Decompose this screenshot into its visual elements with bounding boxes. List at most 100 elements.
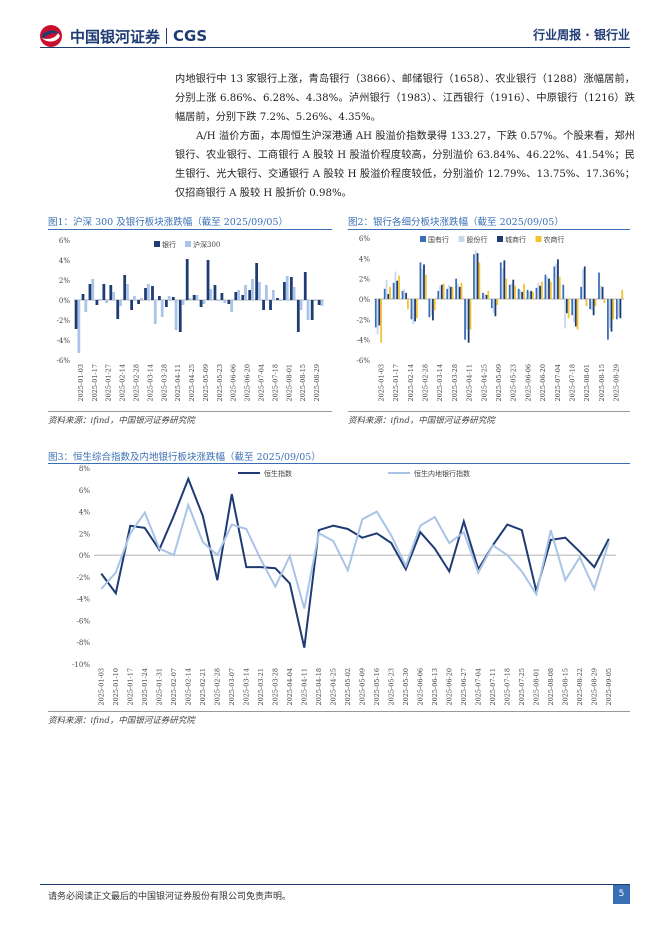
bar <box>227 300 231 304</box>
x-tick-label: 2025-05-09 <box>202 364 210 401</box>
x-tick-label: 2025-03-28 <box>160 364 168 401</box>
bar <box>271 290 275 300</box>
x-tick-label: 2025-01-27 <box>105 364 113 401</box>
bar <box>496 299 499 306</box>
y-tick-label: -6% <box>77 617 91 625</box>
chart-3: 8% 6% 4% 2% 0% -2% -4% -6% -8% -10% 恒生指数 恒生内地银行指数 20… <box>72 465 616 705</box>
bar <box>278 300 282 301</box>
bar <box>313 300 317 301</box>
bar <box>619 299 622 319</box>
y-tick-label: -10% <box>72 661 90 669</box>
x-tick-label: 2025-04-25 <box>188 364 196 401</box>
bar <box>503 260 506 299</box>
x-tick-label: 2025-04-25 <box>329 668 337 705</box>
bar <box>526 289 529 299</box>
figure-2-source: 资料来源：ifind，中国银河证券研究院 <box>348 416 495 426</box>
bar <box>474 250 477 299</box>
bar <box>514 285 516 299</box>
bar <box>433 299 436 311</box>
bar <box>389 286 391 299</box>
x-tick-label: 2025-07-11 <box>489 668 497 705</box>
bar <box>262 300 265 310</box>
bar <box>598 272 600 299</box>
x-tick-label: 2025-06-06 <box>230 364 238 401</box>
legend-swatch <box>535 236 542 242</box>
report-category: 行业周报 · 银行业 <box>533 28 630 42</box>
bar <box>230 300 234 312</box>
bar <box>209 289 213 300</box>
x-tick-label: 2025-04-25 <box>480 364 488 401</box>
bar <box>615 299 618 320</box>
bar <box>612 299 615 320</box>
bar <box>446 288 449 299</box>
legend-swatch <box>497 236 503 242</box>
figure-1-rule <box>48 229 332 230</box>
x-tick-label: 2025-07-04 <box>474 668 482 705</box>
bar <box>206 260 210 300</box>
y-tick-label: 2% <box>59 277 70 285</box>
bar <box>458 286 461 299</box>
x-tick-label: 2025-02-14 <box>184 668 192 705</box>
bar <box>451 286 454 299</box>
cgs-logo-icon <box>40 25 62 47</box>
bar <box>74 300 78 329</box>
bar <box>548 278 550 299</box>
y-tick-label: -4% <box>357 337 371 345</box>
y-tick-label: 6% <box>359 235 370 243</box>
bar <box>603 299 606 304</box>
figure-3-rule <box>48 463 630 464</box>
x-tick-label: 2025-05-30 <box>402 668 410 705</box>
x-tick-label: 2025-05-16 <box>373 668 381 705</box>
footer-disclaimer: 请务必阅读正文最后的中国银河证券股份有限公司免责声明。 <box>48 892 292 902</box>
bar <box>523 283 525 299</box>
x-tick-label: 2025-04-11 <box>174 364 182 401</box>
y-tick-label: -4% <box>57 337 71 345</box>
y-tick-label: 6% <box>79 487 90 495</box>
x-tick-label: 2025-03-07 <box>228 668 236 705</box>
bar <box>469 299 472 330</box>
bar <box>119 300 122 306</box>
bar <box>178 300 182 332</box>
bar <box>521 291 524 299</box>
bar <box>380 299 383 343</box>
bar <box>574 299 577 327</box>
bar <box>421 268 424 299</box>
bar <box>171 297 175 300</box>
bar <box>594 299 597 307</box>
bar <box>519 289 522 299</box>
x-tick-label: 2025-01-17 <box>126 668 134 705</box>
x-tick-label: 2025-01-03 <box>377 364 385 401</box>
bar <box>317 300 321 305</box>
bar <box>133 296 136 300</box>
bar <box>442 283 445 299</box>
bar <box>234 292 238 300</box>
x-tick-label: 2025-01-17 <box>392 364 400 401</box>
x-tick-label: 2025-08-01 <box>532 668 540 705</box>
y-tick-label: 8% <box>79 465 90 473</box>
legend-swatch <box>185 241 191 247</box>
x-tick-label: 2025-02-28 <box>133 364 141 401</box>
legend-swatch <box>458 236 465 242</box>
body-text: 内地银行中 13 家银行上涨，青岛银行（3866）、邮储银行（1658）、农业银… <box>175 70 635 203</box>
bar <box>264 285 268 300</box>
bar <box>130 300 134 310</box>
bar <box>151 286 154 300</box>
x-tick-label: 2025-03-21 <box>257 668 265 705</box>
logo-cgs: CGS <box>173 27 208 45</box>
figure-2-source-rule <box>348 411 630 412</box>
x-tick-label: 2025-02-21 <box>199 668 207 705</box>
bar <box>258 282 261 300</box>
bar <box>580 286 583 299</box>
bar <box>473 254 475 299</box>
bar <box>216 300 220 301</box>
figure-3-source: 资料来源：ifind，中国银河证券研究院 <box>48 716 195 726</box>
bar <box>557 259 559 299</box>
bar <box>601 286 604 299</box>
bar <box>195 295 199 300</box>
bar <box>248 290 252 300</box>
x-tick-label: 2025-02-14 <box>119 364 127 401</box>
legend-label: 农商行 <box>544 235 565 244</box>
logo-separator <box>166 28 168 44</box>
bar <box>564 299 566 329</box>
x-tick-label: 2025-02-14 <box>407 364 415 401</box>
